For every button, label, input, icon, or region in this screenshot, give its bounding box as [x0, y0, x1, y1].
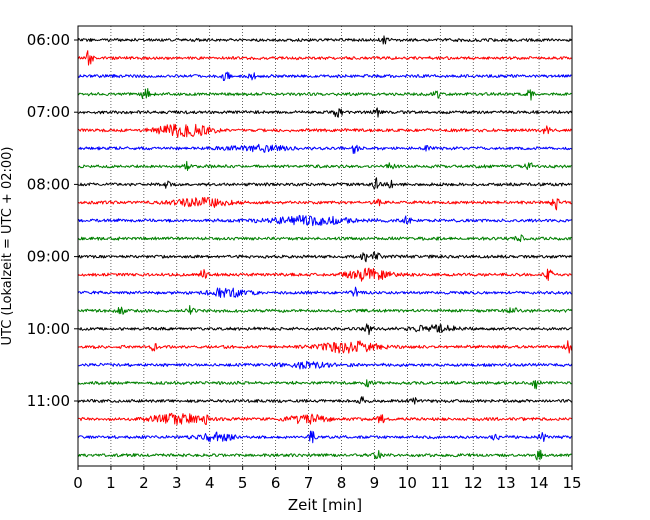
y-tick-label: 07:00	[27, 103, 70, 121]
trace-line	[77, 360, 572, 370]
trace-line	[77, 160, 572, 171]
y-tick-label: 10:00	[27, 320, 70, 338]
traces	[77, 35, 572, 461]
x-tick-label: 3	[172, 474, 182, 492]
trace-line	[77, 251, 572, 263]
y-tick-label: 09:00	[27, 248, 70, 266]
trace-line	[77, 143, 572, 154]
trace-line	[77, 449, 572, 461]
trace-line	[77, 340, 572, 354]
x-tick-label: 0	[73, 474, 83, 492]
y-axis-label: UTC (Lokalzeit = UTC + 02:00)	[0, 147, 15, 346]
trace-line	[77, 123, 572, 138]
trace-line	[77, 197, 572, 211]
trace-line	[77, 107, 572, 118]
x-tick-label: 4	[205, 474, 215, 492]
x-tick-label: 9	[370, 474, 380, 492]
x-tick-label: 7	[304, 474, 314, 492]
x-tick-label: 8	[337, 474, 347, 492]
trace-line	[77, 430, 572, 444]
trace-line	[77, 234, 572, 243]
y-tick-label: 11:00	[27, 392, 70, 410]
y-tick-label: 08:00	[27, 175, 70, 193]
x-tick-label: 2	[139, 474, 149, 492]
x-tick-label: 13	[497, 474, 516, 492]
trace-line	[77, 412, 572, 426]
y-axis-ticks: 06:00 07:00 08:00 09:00 10:00 11:00	[27, 31, 78, 410]
trace-line	[77, 379, 572, 390]
x-tick-label: 10	[398, 474, 417, 492]
trace-line	[77, 267, 572, 282]
x-tick-label: 6	[271, 474, 281, 492]
x-tick-label: 12	[464, 474, 483, 492]
trace-line	[77, 323, 572, 336]
y-tick-label: 06:00	[27, 31, 70, 49]
x-tick-label: 11	[431, 474, 450, 492]
trace-line	[77, 177, 572, 190]
x-tick-label: 14	[530, 474, 549, 492]
x-axis-ticks: 0 1 2 3 4 5 6 7 8 9 10 11 12 13 14 15	[73, 466, 582, 492]
x-tick-label: 5	[238, 474, 248, 492]
trace-line	[77, 286, 572, 298]
x-tick-label: 1	[106, 474, 116, 492]
gridlines	[110, 26, 540, 466]
trace-line	[77, 50, 572, 66]
x-axis-label: Zeit [min]	[288, 496, 362, 514]
trace-line	[77, 88, 572, 101]
trace-line	[77, 214, 572, 227]
plot-frame	[77, 25, 573, 467]
trace-line	[77, 71, 572, 81]
trace-line	[77, 396, 572, 405]
trace-line	[77, 35, 572, 45]
x-tick-label: 15	[562, 474, 581, 492]
trace-line	[77, 305, 572, 315]
